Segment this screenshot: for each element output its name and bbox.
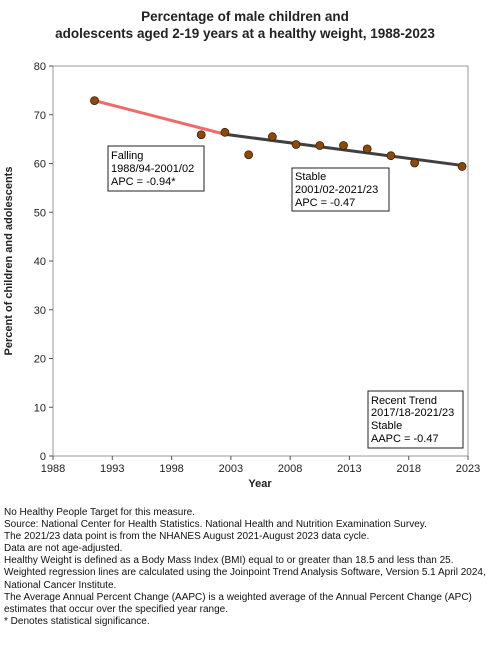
y-axis: 0 10 20 30 40 50 60 70 80 (34, 61, 53, 463)
y-tick-label: 60 (34, 159, 46, 171)
y-tick-label: 20 (34, 354, 46, 366)
y-tick-label: 50 (34, 207, 46, 219)
x-tick-label: 2003 (219, 463, 243, 475)
annotation-recent-trend: Recent Trend 2017/18-2021/23 Stable AAPC… (367, 390, 464, 449)
data-point (220, 127, 230, 137)
footnote: Weighted regression lines are calculated… (4, 567, 486, 591)
footnotes: No Healthy People Target for this measur… (4, 507, 488, 628)
y-tick-label: 0 (40, 451, 46, 463)
data-point (339, 141, 348, 150)
x-tick-label: 2008 (278, 463, 302, 475)
annotation-falling-line-2: 1988/94-2001/02 (111, 163, 194, 175)
annotation-recent-line-1: Recent Trend (371, 395, 437, 407)
annotation-falling: Falling 1988/94-2001/02 APC = -0.94* (107, 145, 205, 192)
footnote: Source: National Center for Health Stati… (4, 519, 427, 531)
data-point (410, 158, 420, 168)
annotation-stable: Stable 2001/02-2021/23 APC = -0.47 (291, 167, 390, 212)
x-tick-label: 2023 (456, 463, 480, 475)
footnote: Data are not age-adjusted. (4, 543, 123, 555)
annotation-recent-line-4: AAPC = -0.47 (371, 433, 439, 445)
data-point (267, 132, 277, 142)
annotation-stable-line-2: 2001/02-2021/23 (295, 184, 378, 196)
chart-title-line-2: adolescents aged 2-19 years at a healthy… (55, 26, 435, 41)
data-point (244, 150, 254, 160)
y-tick-label: 80 (34, 61, 46, 73)
data-point (291, 140, 301, 149)
data-point (386, 151, 396, 161)
footnote: The Average Annual Percent Change (AAPC)… (4, 591, 472, 615)
x-axis: 1988 1993 1998 2003 2008 2013 2018 2023 (41, 456, 480, 475)
y-tick-label: 40 (34, 256, 46, 268)
data-point (315, 141, 325, 150)
data-point (362, 144, 372, 154)
annotation-falling-line-1: Falling (111, 150, 143, 162)
data-point (196, 130, 206, 140)
data-points (90, 96, 467, 171)
y-tick-label: 30 (34, 305, 46, 317)
x-tick-label: 1998 (159, 463, 183, 475)
annotation-stable-line-1: Stable (295, 171, 326, 183)
y-axis-title: Percent of children and adolescents (3, 167, 15, 356)
y-tick-label: 10 (34, 402, 46, 414)
annotation-recent-line-3: Stable (371, 420, 402, 432)
x-tick-label: 2013 (337, 463, 361, 475)
x-tick-label: 1988 (41, 463, 65, 475)
data-point (90, 96, 99, 106)
footnote: * Denotes statistical significance. (4, 615, 150, 627)
x-axis-title: Year (248, 478, 272, 490)
footnote: Healthy Weight is defined as a Body Mass… (4, 555, 454, 567)
chart-title-line-1: Percentage of male children and (141, 9, 349, 24)
footnote: The 2021/23 data point is from the NHANE… (4, 531, 370, 543)
data-point (457, 162, 467, 171)
annotation-recent-line-2: 2017/18-2021/23 (371, 407, 454, 419)
x-tick-label: 2018 (396, 463, 420, 475)
annotation-stable-line-3: APC = -0.47 (295, 197, 355, 209)
trend-line-1 (94, 99, 226, 136)
annotation-falling-line-3: APC = -0.94* (111, 176, 176, 188)
y-tick-label: 70 (34, 110, 46, 122)
footnote: No Healthy People Target for this measur… (4, 507, 196, 518)
x-tick-label: 1993 (100, 463, 124, 475)
chart: Percentage of male children and adolesce… (3, 9, 480, 490)
